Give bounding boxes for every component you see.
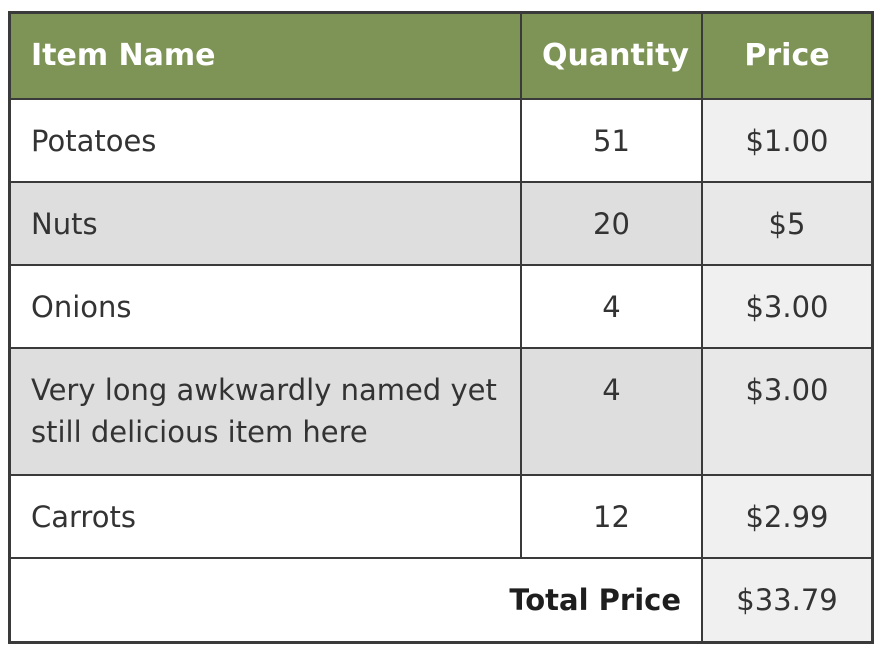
table-row: Potatoes 51 $1.00 <box>11 98 871 183</box>
cell-price: $1.00 <box>701 98 871 183</box>
cell-item-name: Nuts <box>11 181 522 266</box>
table-row: Very long awkwardly named yet still deli… <box>11 347 871 476</box>
table-row: Nuts 20 $5 <box>11 181 871 266</box>
cell-item-name: Carrots <box>11 474 522 559</box>
header-price: Price <box>701 14 871 100</box>
table-row: Carrots 12 $2.99 <box>11 474 871 559</box>
cell-quantity: 20 <box>520 181 703 266</box>
header-quantity: Quantity <box>520 14 703 100</box>
table-header-row: Item Name Quantity Price <box>11 14 871 100</box>
cell-price: $3.00 <box>701 347 871 476</box>
item-price-table-container: Item Name Quantity Price Potatoes 51 $1.… <box>8 11 874 644</box>
total-price-label: Total Price <box>11 557 703 641</box>
item-price-table: Item Name Quantity Price Potatoes 51 $1.… <box>11 14 871 641</box>
cell-quantity: 12 <box>520 474 703 559</box>
cell-quantity: 4 <box>520 347 703 476</box>
cell-quantity: 4 <box>520 264 703 349</box>
table-row: Onions 4 $3.00 <box>11 264 871 349</box>
cell-quantity: 51 <box>520 98 703 183</box>
cell-price: $5 <box>701 181 871 266</box>
cell-item-name: Onions <box>11 264 522 349</box>
cell-price: $2.99 <box>701 474 871 559</box>
cell-item-name: Very long awkwardly named yet still deli… <box>11 347 522 476</box>
header-item-name: Item Name <box>11 14 522 100</box>
total-row: Total Price $33.79 <box>11 557 871 641</box>
total-price-value: $33.79 <box>701 557 871 641</box>
cell-item-name: Potatoes <box>11 98 522 183</box>
cell-price: $3.00 <box>701 264 871 349</box>
